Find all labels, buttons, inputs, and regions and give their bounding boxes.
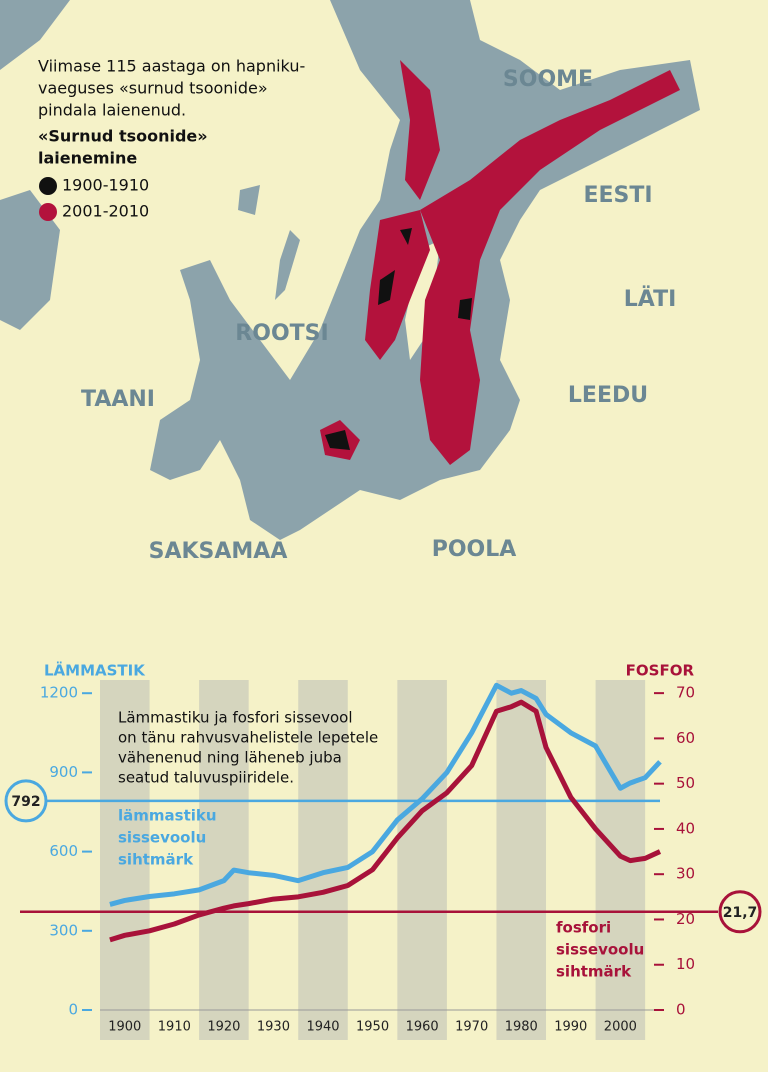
dead-zone bbox=[325, 430, 350, 450]
dead-zones bbox=[320, 60, 680, 465]
x-tick-label: 1970 bbox=[455, 1020, 488, 1035]
sea bbox=[0, 0, 70, 70]
target-label: 792 bbox=[11, 794, 40, 810]
series-line bbox=[109, 699, 662, 943]
target-text: sihtmärk bbox=[556, 963, 632, 981]
map-text: Viimase 115 aastaga on hapniku-vaeguses … bbox=[38, 57, 676, 565]
y-tick-label: 1200 bbox=[40, 684, 78, 702]
country-label: LEEDU bbox=[568, 383, 648, 408]
legend-label: 1900-1910 bbox=[62, 176, 149, 195]
y-tick-label: 600 bbox=[49, 842, 78, 860]
intro-text: pindala laienenud. bbox=[38, 101, 186, 120]
target-badge bbox=[4, 779, 48, 823]
dead-zone bbox=[400, 228, 412, 245]
target-text: lämmastiku bbox=[118, 807, 217, 825]
country-label: LÄTI bbox=[624, 286, 677, 312]
x-tick-label: 1930 bbox=[257, 1020, 290, 1035]
y-tick-label: 0 bbox=[68, 1001, 78, 1019]
sea bbox=[0, 190, 60, 330]
annotation: seatud taluvuspiiridele. bbox=[118, 769, 294, 787]
chart: 1900 1910 1920 1930 1940 1950 1960 1970 1980 1990… bbox=[4, 661, 762, 1040]
dead-zone bbox=[400, 60, 440, 200]
legend-title: «Surnud tsoonide» bbox=[38, 127, 208, 146]
country-label: EESTI bbox=[583, 183, 652, 208]
target-label: 21,7 bbox=[723, 905, 758, 921]
band bbox=[100, 680, 150, 1040]
country-label: SAKSAMAA bbox=[149, 539, 288, 564]
country-label: ROOTSI bbox=[235, 321, 328, 346]
country-label: SOOME bbox=[503, 67, 593, 92]
y-axis-title: LÄMMASTIK bbox=[44, 661, 146, 680]
legend-swatch bbox=[39, 203, 57, 221]
target-text: sissevoolu bbox=[118, 829, 206, 847]
band bbox=[397, 680, 447, 1040]
annotation: vähenenud ning läheneb juba bbox=[118, 749, 342, 767]
land bbox=[520, 250, 590, 330]
lake bbox=[275, 230, 300, 300]
y2-tick-label: 30 bbox=[676, 865, 695, 883]
band bbox=[496, 680, 547, 1040]
y2-tick-label: 60 bbox=[676, 729, 695, 747]
legend-label: 2001-2010 bbox=[62, 202, 149, 221]
x-tick-label: 2000 bbox=[604, 1020, 637, 1035]
dead-zone bbox=[378, 270, 395, 305]
legend-swatch bbox=[39, 177, 57, 195]
old-dead-zones bbox=[325, 228, 472, 450]
dead-zone bbox=[365, 210, 430, 360]
y-tick-label: 300 bbox=[49, 921, 78, 939]
y2-tick-label: 0 bbox=[676, 1001, 686, 1019]
dead-zone bbox=[420, 70, 680, 465]
intro-text: Viimase 115 aastaga on hapniku- bbox=[38, 57, 305, 76]
target-badge bbox=[718, 890, 762, 934]
target-text: fosfori bbox=[556, 919, 611, 937]
band bbox=[199, 680, 249, 1040]
x-tick-label: 1950 bbox=[356, 1020, 389, 1035]
x-tick-label: 1910 bbox=[158, 1020, 191, 1035]
y2-tick-label: 50 bbox=[676, 774, 695, 792]
y2-tick-label: 10 bbox=[676, 955, 695, 973]
annotation: Lämmastiku ja fosfori sissevool bbox=[118, 709, 353, 727]
series-line bbox=[109, 682, 662, 907]
x-tick-label: 1900 bbox=[108, 1020, 141, 1035]
x-tick-label: 1980 bbox=[505, 1020, 538, 1035]
map bbox=[0, 0, 700, 540]
target-text: sihtmärk bbox=[118, 851, 194, 869]
y2-tick-label: 40 bbox=[676, 819, 695, 837]
island bbox=[405, 240, 440, 360]
y2-tick-label: 20 bbox=[676, 910, 695, 928]
lake bbox=[238, 185, 260, 215]
x-tick-label: 1960 bbox=[406, 1020, 439, 1035]
legend-title: laienemine bbox=[38, 149, 137, 168]
x-tick-label: 1940 bbox=[306, 1020, 339, 1035]
x-tick-label: 1920 bbox=[207, 1020, 240, 1035]
target-text: sissevoolu bbox=[556, 941, 644, 959]
y-tick-label: 900 bbox=[49, 763, 78, 781]
y2-axis-title: FOSFOR bbox=[626, 662, 695, 680]
x-tick-label: 1990 bbox=[554, 1020, 587, 1035]
band bbox=[298, 680, 348, 1040]
y2-tick-label: 70 bbox=[676, 684, 695, 702]
country-label: POOLA bbox=[432, 537, 517, 562]
country-label: TAANI bbox=[81, 387, 155, 412]
dead-zone bbox=[458, 298, 472, 320]
intro-text: vaeguses «surnud tsoonide» bbox=[38, 79, 268, 98]
annotation: on tänu rahvusvahelistele lepetele bbox=[118, 729, 378, 747]
